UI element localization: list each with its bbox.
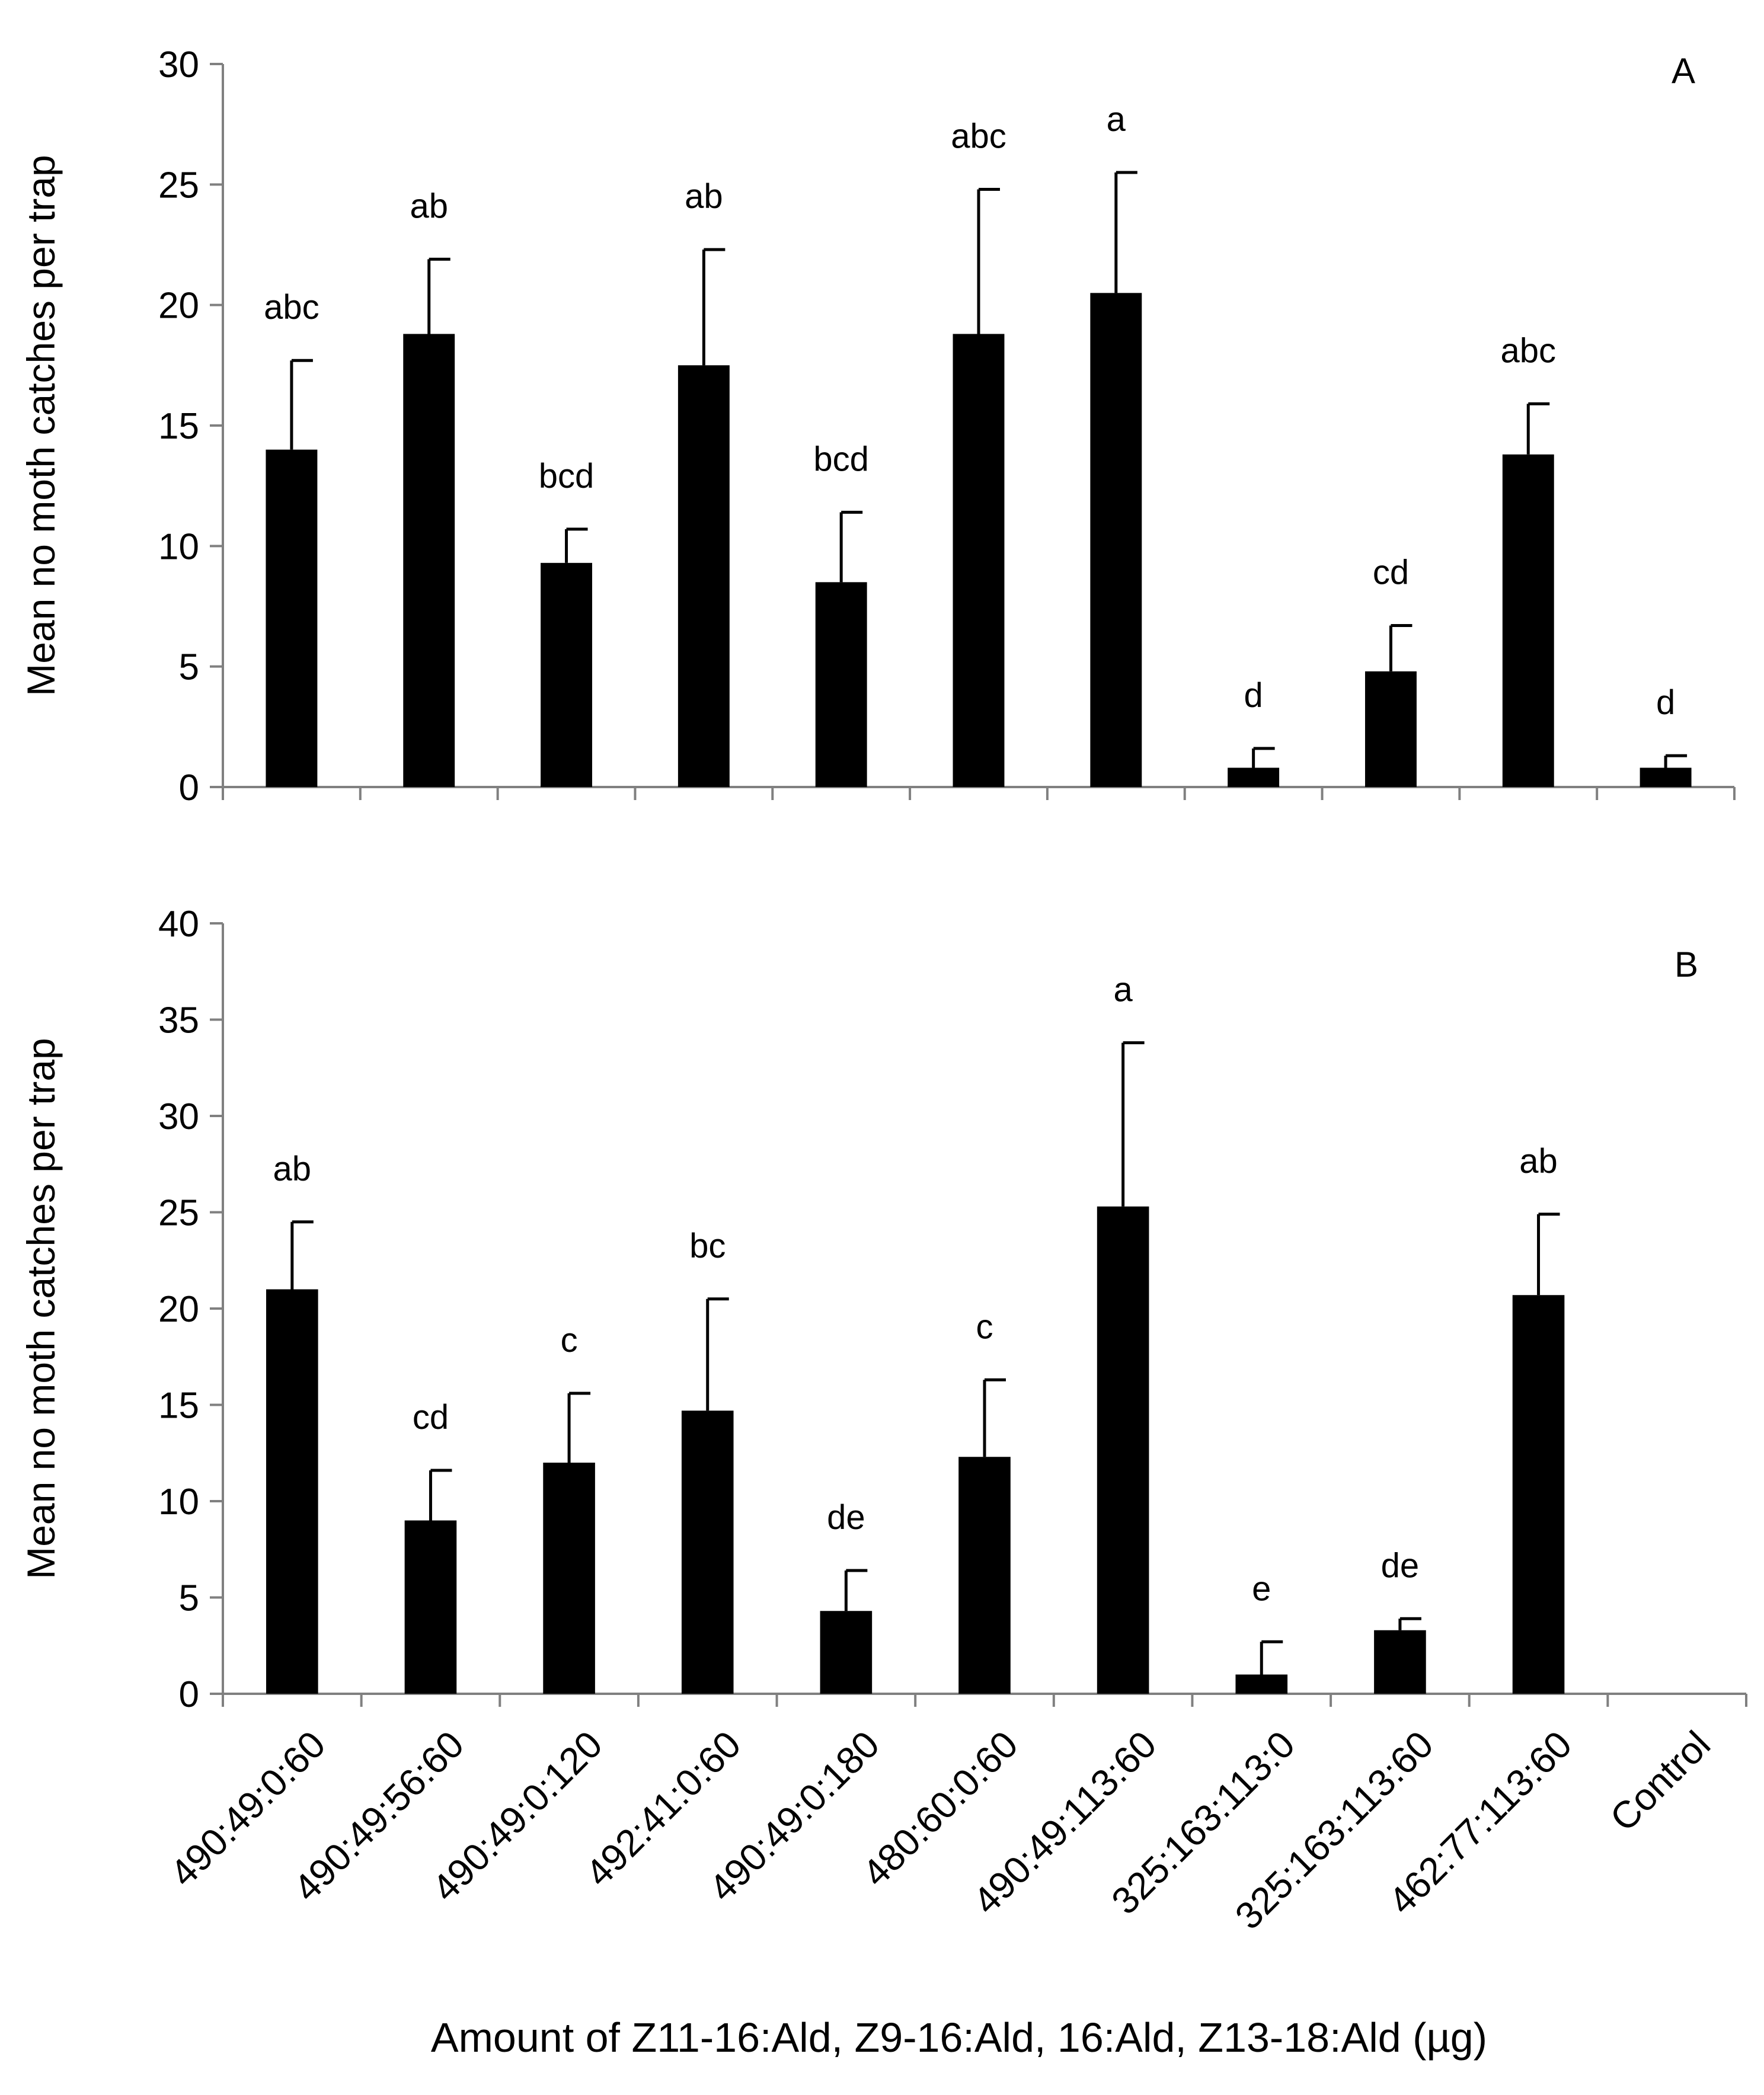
x-category-label: Control <box>1602 1723 1718 1840</box>
panel-label: A <box>1672 51 1695 91</box>
significance-label: c <box>561 1321 578 1360</box>
bar <box>1097 1206 1149 1694</box>
significance-label: ab <box>685 177 723 216</box>
significance-label: cd <box>1373 554 1409 592</box>
bar <box>1640 767 1692 787</box>
y-tick-label: 10 <box>158 1482 199 1523</box>
significance-label: ab <box>410 187 448 225</box>
bar <box>681 1410 734 1694</box>
y-tick-label: 20 <box>158 286 199 327</box>
y-tick-label: 15 <box>158 1386 199 1426</box>
bar <box>1235 1674 1288 1694</box>
bar <box>266 449 318 787</box>
bar <box>541 562 593 787</box>
y-tick-label: 10 <box>158 526 199 567</box>
y-axis-label: Mean no moth catches per trap <box>19 1038 63 1579</box>
significance-label: de <box>1381 1546 1420 1585</box>
significance-label: abc <box>951 117 1006 155</box>
significance-label: d <box>1244 676 1263 715</box>
bar <box>404 1520 457 1694</box>
significance-label: a <box>1114 971 1133 1009</box>
y-axis-label: Mean no moth catches per trap <box>19 155 63 696</box>
significance-label: a <box>1107 100 1126 139</box>
bar <box>678 365 730 787</box>
bar <box>403 334 455 787</box>
bar <box>1364 671 1417 787</box>
chart-panel-b: 0 5 10 15 20 25 30 35 40 ab cd c bc de c a e de ab B Mean no… <box>19 904 1747 1715</box>
significance-label: d <box>1656 683 1675 722</box>
y-tick-label: 15 <box>158 406 199 447</box>
significance-label: ab <box>1519 1142 1558 1181</box>
y-tick-label: 5 <box>179 1578 199 1619</box>
x-axis-label: Amount of Z11-16:Ald, Z9-16:Ald, 16:Ald,… <box>431 2014 1487 2061</box>
y-tick-label: 0 <box>179 1674 199 1715</box>
bar <box>1374 1630 1426 1694</box>
panel-label: B <box>1674 945 1698 984</box>
bar <box>953 334 1005 787</box>
significance-label: cd <box>413 1398 449 1437</box>
significance-label: bcd <box>813 440 869 478</box>
y-tick-label: 30 <box>158 44 199 85</box>
bar <box>1228 767 1280 787</box>
significance-label: ab <box>273 1150 312 1188</box>
significance-label: abc <box>264 288 319 327</box>
significance-label: e <box>1252 1569 1271 1608</box>
significance-label: abc <box>1501 331 1557 370</box>
y-tick-label: 30 <box>158 1096 199 1137</box>
bar <box>543 1463 595 1694</box>
y-tick-label: 20 <box>158 1289 199 1330</box>
y-tick-label: 40 <box>158 904 199 945</box>
bar <box>1512 1295 1565 1694</box>
bar <box>815 582 867 787</box>
y-tick-label: 25 <box>158 1193 199 1234</box>
y-tick-label: 5 <box>179 647 199 688</box>
bar <box>820 1611 873 1694</box>
significance-label: de <box>827 1498 865 1537</box>
bar <box>958 1457 1011 1694</box>
significance-label: bc <box>689 1227 726 1265</box>
bar <box>1502 454 1554 787</box>
significance-label: bcd <box>539 457 595 495</box>
y-tick-label: 25 <box>158 165 199 206</box>
bar <box>1090 293 1142 787</box>
chart-panel-a: 0 5 10 15 20 25 30 abc ab bcd ab bcd abc a d cd abc d A Mea… <box>19 44 1736 808</box>
y-tick-label: 35 <box>158 1000 199 1041</box>
bar <box>266 1289 318 1694</box>
significance-label: c <box>976 1307 993 1346</box>
y-tick-label: 0 <box>179 767 199 808</box>
